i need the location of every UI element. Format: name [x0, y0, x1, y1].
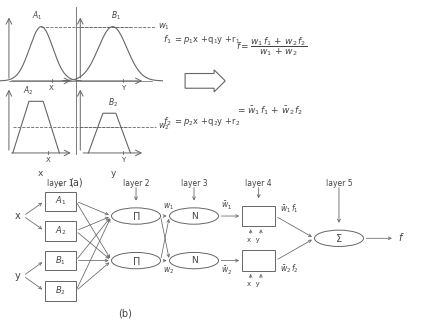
FancyArrow shape — [185, 70, 225, 92]
Text: = $p_1$x +q$_1$y +r$_1$: = $p_1$x +q$_1$y +r$_1$ — [174, 34, 240, 46]
Text: $w_2$: $w_2$ — [163, 265, 174, 276]
FancyBboxPatch shape — [45, 221, 76, 241]
Text: = $p_2$x +q$_2$y +r$_2$: = $p_2$x +q$_2$y +r$_2$ — [174, 116, 240, 128]
FancyBboxPatch shape — [45, 251, 76, 270]
Text: N: N — [190, 256, 198, 265]
Text: x  y: x y — [247, 237, 260, 243]
Circle shape — [112, 208, 161, 224]
Text: layer 5: layer 5 — [326, 179, 352, 188]
Text: $B_1$: $B_1$ — [111, 10, 121, 22]
Text: $f = \dfrac{w_1\,f_1\,+\,w_2\,f_2}{w_1\,+\,w_2}$: $f = \dfrac{w_1\,f_1\,+\,w_2\,f_2}{w_1\,… — [236, 36, 308, 58]
Text: $\bar{w}_1$: $\bar{w}_1$ — [221, 199, 232, 212]
Circle shape — [169, 253, 219, 269]
Text: $f_2$: $f_2$ — [163, 116, 172, 128]
Text: layer 4: layer 4 — [245, 179, 272, 188]
Text: (b): (b) — [118, 308, 132, 318]
Text: y: y — [111, 169, 116, 178]
Text: (a): (a) — [69, 178, 83, 188]
Text: $A_1$: $A_1$ — [32, 10, 43, 22]
Text: N: N — [190, 212, 198, 221]
Text: x: x — [15, 211, 21, 221]
Text: $\Pi$: $\Pi$ — [132, 255, 140, 266]
FancyBboxPatch shape — [242, 250, 275, 271]
Text: $\Pi$: $\Pi$ — [132, 210, 140, 222]
Text: layer 1: layer 1 — [47, 179, 74, 188]
Text: $w_1$: $w_1$ — [158, 21, 170, 32]
Text: $B_2$: $B_2$ — [55, 285, 66, 297]
Text: layer 3: layer 3 — [181, 179, 207, 188]
Text: $A_2$: $A_2$ — [54, 224, 66, 237]
Text: $\Sigma$: $\Sigma$ — [335, 232, 343, 244]
Text: $\bar{w}_2\,f_2$: $\bar{w}_2\,f_2$ — [280, 262, 299, 275]
Text: $= \bar{w}_1\,f_1\,+\,\bar{w}_2\,f_2$: $= \bar{w}_1\,f_1\,+\,\bar{w}_2\,f_2$ — [236, 104, 304, 117]
Text: $B_1$: $B_1$ — [55, 254, 66, 267]
Text: X: X — [45, 157, 50, 163]
Text: $A_2$: $A_2$ — [23, 84, 33, 97]
Text: $f_1$: $f_1$ — [163, 34, 172, 46]
Text: $\bar{w}_2$: $\bar{w}_2$ — [221, 265, 232, 277]
FancyBboxPatch shape — [242, 206, 275, 226]
Circle shape — [314, 230, 363, 246]
Text: $\bar{w}_1\,f_1$: $\bar{w}_1\,f_1$ — [280, 202, 299, 214]
Text: Y: Y — [121, 85, 125, 91]
Text: $A_1$: $A_1$ — [54, 195, 66, 207]
Circle shape — [169, 208, 219, 224]
Text: layer 2: layer 2 — [123, 179, 149, 188]
Text: $B_2$: $B_2$ — [107, 96, 118, 109]
Text: y: y — [15, 271, 21, 281]
FancyBboxPatch shape — [45, 192, 76, 211]
Text: $w_2$: $w_2$ — [158, 122, 170, 132]
FancyBboxPatch shape — [45, 281, 76, 301]
Text: $w_1$: $w_1$ — [163, 201, 174, 212]
Text: Y: Y — [121, 157, 125, 163]
Text: x: x — [37, 169, 43, 178]
Text: x  y: x y — [247, 281, 260, 287]
Circle shape — [112, 253, 161, 269]
Text: f: f — [398, 233, 402, 243]
Text: X: X — [49, 85, 54, 91]
